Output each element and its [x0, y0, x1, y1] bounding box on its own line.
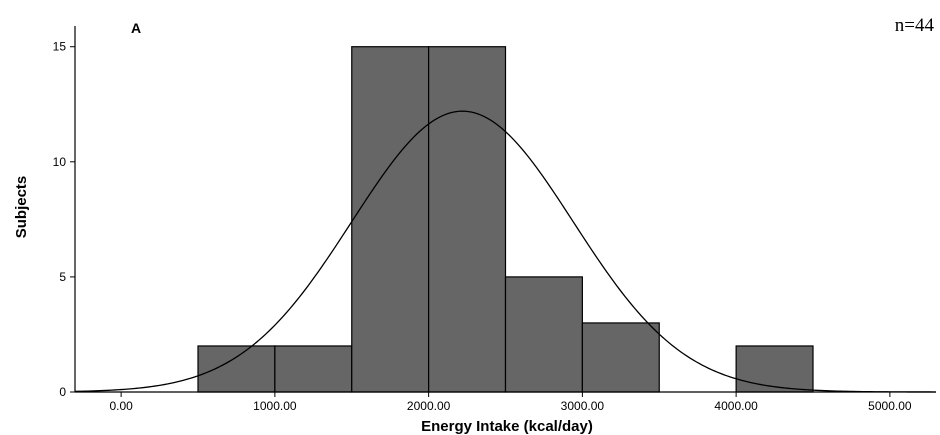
histogram-bar-2: [274, 345, 353, 393]
x-ticks-group: 0.00 1000.00 2000.00 3000.00 4000.00 5000.00: [109, 392, 912, 413]
histogram-bar-4: [428, 46, 507, 393]
y-tick-label: 0: [59, 385, 66, 399]
histogram-bar-6: [581, 322, 660, 393]
y-tick-label: 10: [53, 155, 67, 169]
bars-group: [197, 46, 814, 393]
y-axis-title: Subjects: [13, 176, 30, 239]
normal-curve: [74, 110, 936, 393]
x-tick-label: 0.00: [109, 399, 133, 413]
x-tick-label: 1000.00: [253, 399, 297, 413]
sample-size-annotation: n=44: [895, 15, 935, 36]
x-tick-label: 4000.00: [714, 399, 758, 413]
y-ticks-group: 0 5 10 15: [53, 40, 75, 399]
y-tick-label: 5: [59, 270, 66, 284]
axes-group: [74, 26, 936, 393]
histogram-bar-1: [197, 345, 276, 393]
histogram-bar-5: [504, 276, 583, 393]
histogram-bar-3: [351, 46, 430, 393]
histogram-bar-7: [735, 345, 814, 393]
x-tick-label: 3000.00: [561, 399, 605, 413]
y-tick-label: 15: [53, 40, 67, 54]
x-tick-label: 2000.00: [407, 399, 451, 413]
x-axis-title: Energy Intake (kcal/day): [421, 418, 593, 435]
x-tick-label: 5000.00: [868, 399, 912, 413]
panel-label: A: [131, 20, 141, 36]
